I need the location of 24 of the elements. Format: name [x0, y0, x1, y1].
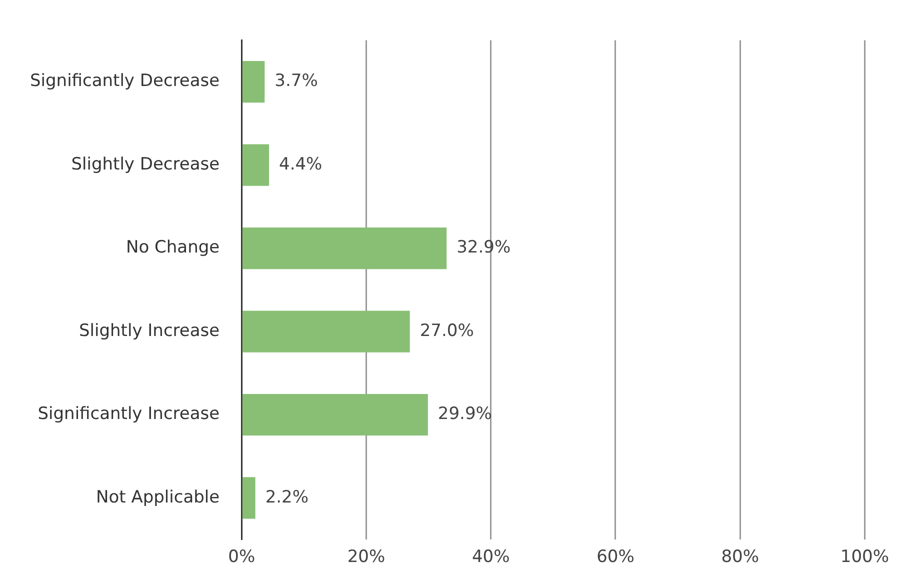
data-label: 29.9%	[438, 404, 492, 424]
y-tick-label: Not Applicable	[96, 487, 220, 508]
bar	[242, 477, 256, 519]
x-tick-label: 60%	[596, 547, 634, 568]
y-tick-label: Significantly Decrease	[30, 71, 220, 92]
bar	[242, 144, 270, 186]
bar	[242, 227, 447, 270]
x-tick-label: 0%	[228, 547, 256, 568]
y-tick-label: Significantly Increase	[38, 404, 220, 424]
data-label: 32.9%	[456, 238, 511, 258]
y-tick-label: No Change	[126, 238, 220, 258]
bar	[242, 61, 265, 103]
data-label: 27.0%	[420, 320, 474, 341]
bar	[242, 394, 428, 436]
y-tick-label: Slightly Decrease	[71, 154, 220, 174]
x-tick-label: 20%	[347, 547, 386, 568]
data-label: 4.4%	[279, 154, 322, 174]
data-label: 3.7%	[274, 71, 318, 92]
x-tick-label: 100%	[840, 547, 890, 568]
data-label: 2.2%	[265, 487, 309, 508]
x-tick-label: 80%	[721, 547, 759, 568]
y-tick-label: Slightly Increase	[78, 320, 220, 341]
bar	[242, 310, 410, 352]
x-tick-label: 40%	[472, 547, 510, 568]
